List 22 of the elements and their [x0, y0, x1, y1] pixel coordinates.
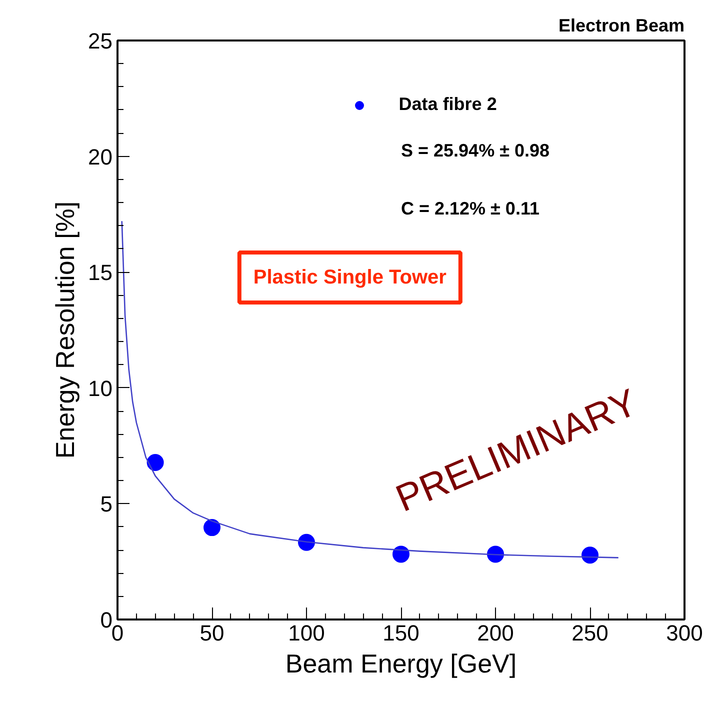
- point: [146, 454, 164, 471]
- x-tick-label: 150: [382, 620, 420, 646]
- x-tick-label: 200: [477, 620, 514, 646]
- legend-label: Data fibre 2: [398, 94, 497, 115]
- y-tick-label: 10: [88, 376, 113, 401]
- x-tick-label: 50: [200, 620, 224, 646]
- x-tick-label: 300: [666, 620, 703, 646]
- point: [582, 546, 598, 564]
- y-axis-title: Energy Resolution [%]: [50, 201, 80, 459]
- annotation: C = 2.12% ± 0.11: [401, 198, 540, 218]
- annotation: S = 25.94% ± 0.98: [401, 140, 550, 160]
- chart-title: Electron Beam: [558, 16, 685, 36]
- point: [392, 546, 410, 563]
- y-tick-label: 5: [100, 492, 113, 517]
- y-tick-label: 15: [88, 260, 113, 286]
- y-tick-label: 25: [88, 28, 113, 54]
- x-tick-label: 250: [572, 620, 608, 646]
- y-tick-label: 20: [88, 144, 113, 170]
- x-tick-label: 100: [288, 620, 325, 646]
- point: [204, 519, 220, 536]
- annotation: Plastic Single Tower: [253, 266, 447, 288]
- x-axis-title: Beam Energy [GeV]: [285, 648, 517, 678]
